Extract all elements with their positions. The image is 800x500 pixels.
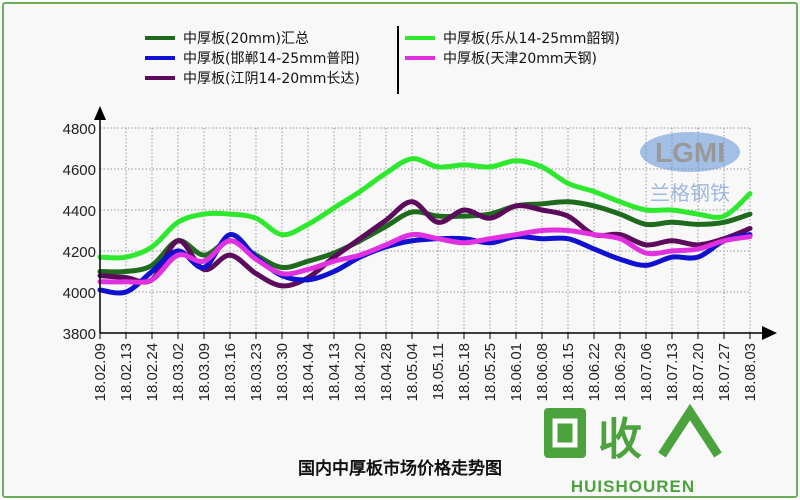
site-text: HUISHOUREN	[571, 477, 695, 496]
x-tick-label: 18.07.13	[664, 343, 681, 401]
x-tick-label: 18.05.25	[482, 343, 499, 401]
x-tick-label: 18.04.20	[352, 343, 369, 401]
x-tick-label: 18.04.13	[326, 343, 343, 401]
x-tick-label: 18.03.30	[274, 343, 291, 401]
x-tick-label: 18.08.03	[742, 343, 759, 401]
legend-label: 中厚板(20mm)汇总	[183, 31, 309, 47]
huishouren-watermark: 收 HUISHOUREN	[544, 403, 722, 496]
x-tick-label: 18.06.15	[560, 343, 577, 401]
axes	[94, 106, 777, 340]
x-tick-label: 18.03.16	[222, 343, 239, 401]
x-tick-label: 18.05.11	[430, 343, 447, 400]
series-line	[97, 232, 753, 296]
x-tick-label: 18.03.02	[170, 343, 187, 401]
x-tick-label: 18.02.09	[92, 343, 109, 401]
y-tick-label: 4800	[63, 121, 96, 138]
x-tick-label: 18.06.22	[586, 343, 603, 401]
x-tick-label: 18.07.27	[716, 343, 733, 401]
x-tick-label: 18.07.06	[638, 343, 655, 401]
x-tick-label: 18.03.09	[196, 343, 213, 401]
legend-label: 中厚板(江阴14-20mm长达)	[183, 71, 360, 87]
y-tick-label: 4000	[63, 285, 96, 302]
site-cn-text: 收	[598, 414, 642, 465]
lgmi-logo-text: LGMI	[655, 137, 725, 168]
x-tick-label: 18.02.13	[118, 343, 135, 401]
y-tick-label: 4200	[63, 244, 96, 261]
x-axis-arrow	[762, 326, 777, 340]
x-tick-label: 18.05.04	[404, 343, 421, 401]
y-tick-label: 3800	[63, 326, 96, 343]
y-tick-label: 4600	[63, 162, 96, 179]
legend-label: 中厚板(天津20mm天钢)	[443, 51, 597, 67]
y-tick-label: 4400	[63, 203, 96, 220]
lgmi-logo-cn: 兰格钢铁	[650, 181, 730, 205]
x-tick-label: 18.07.20	[690, 343, 707, 401]
series-lines	[97, 156, 753, 296]
x-tick-label: 18.05.18	[456, 343, 473, 401]
lgmi-watermark: LGMI 兰格钢铁	[640, 132, 740, 205]
legend-label: 中厚板(邯郸14-25mm普阳)	[183, 51, 360, 67]
x-tick-label: 18.06.08	[534, 343, 551, 401]
legend-label: 中厚板(乐从14-25mm韶钢)	[443, 31, 620, 47]
series-line	[97, 227, 753, 285]
y-axis-arrow	[94, 106, 106, 120]
tick-labels: 18.02.09 18.02.13 18.02.24 18.03.02 18.03.09…	[63, 121, 759, 401]
x-tick-label: 18.04.28	[378, 343, 395, 401]
series-line	[97, 156, 753, 261]
series-line	[97, 199, 753, 289]
x-tick-label: 18.02.24	[144, 343, 161, 401]
x-tick-label: 18.03.23	[248, 343, 265, 401]
x-tick-label: 18.06.29	[612, 343, 629, 401]
x-tick-label: 18.04.04	[300, 343, 317, 401]
x-tick-label: 18.06.01	[508, 343, 525, 401]
chart-title: 国内中厚板市场价格走势图	[298, 458, 502, 479]
